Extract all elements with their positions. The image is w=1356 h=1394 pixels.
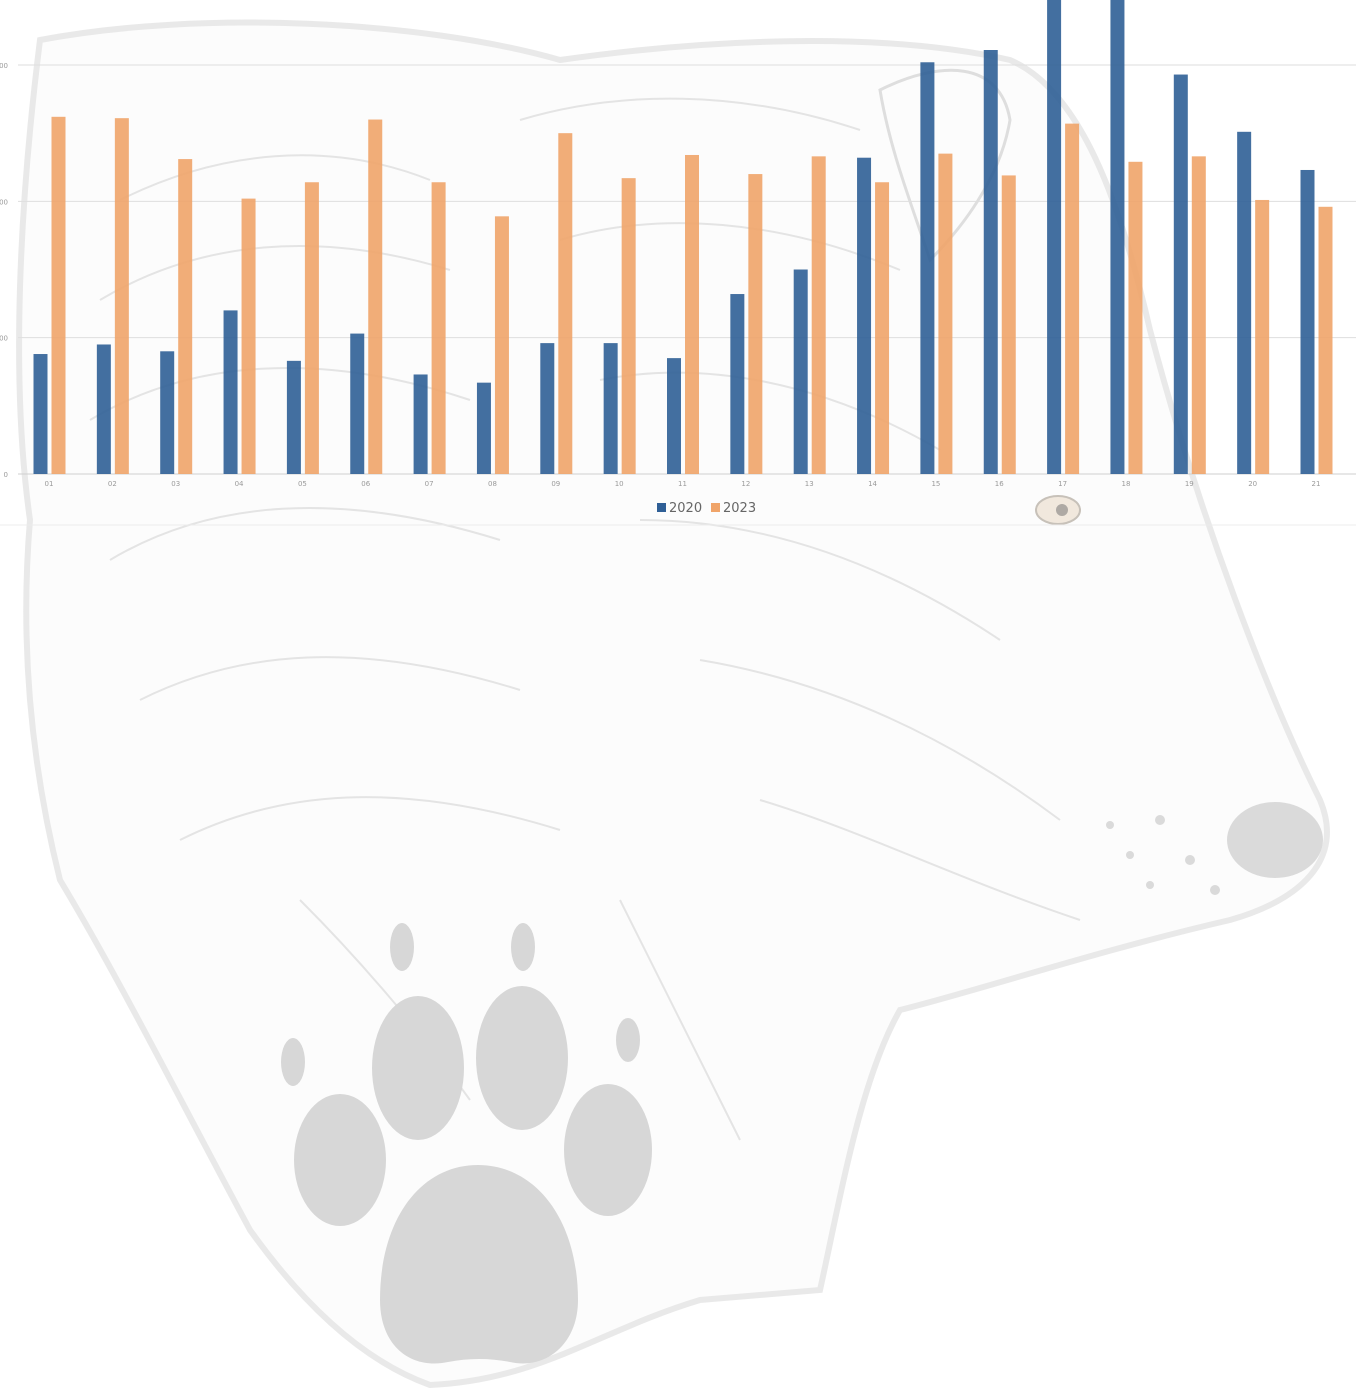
bar-2023-07 (431, 182, 446, 474)
x-tick-label: 19 (1185, 480, 1194, 488)
bar-2020-16 (983, 50, 998, 475)
x-tick-label: 13 (805, 480, 814, 488)
x-tick-label: 05 (298, 480, 307, 488)
bars (33, 0, 1333, 475)
bar-2023-19 (1191, 156, 1206, 475)
bar-2020-20 (1237, 131, 1252, 474)
bar-2023-01 (51, 116, 66, 474)
bar-2023-04 (241, 198, 256, 474)
bar-2023-02 (114, 118, 129, 475)
bar-2023-11 (685, 154, 699, 475)
y-tick-label: 0 (4, 471, 8, 479)
bar-2020-13 (793, 269, 808, 474)
bar-2020-18 (1110, 0, 1125, 474)
x-tick-label: 02 (108, 480, 117, 488)
bar-2023-05 (304, 182, 319, 474)
whisker-dots (1106, 815, 1220, 895)
x-tick-label: 17 (1058, 480, 1067, 488)
bar-2020-02 (96, 344, 111, 474)
legend-swatch-2020 (657, 503, 666, 512)
x-tick-labels: 01 02 03 04 05 06 07 08 09 10 11 12 13 14 15 16 17 18 19 20… (45, 480, 1321, 488)
bar-2023-09 (558, 133, 573, 474)
bar-2020-07 (413, 374, 428, 474)
bar-2020-14 (857, 157, 872, 474)
bar-2020-11 (667, 358, 681, 474)
bar-2020-10 (603, 343, 618, 474)
y-tick-labels: 0 100 200 300 (0, 62, 8, 479)
bar-2020-04 (223, 310, 238, 474)
bar-2020-05 (286, 360, 301, 474)
bar-2023-20 (1255, 199, 1270, 474)
bar-2020-12 (730, 294, 745, 474)
x-tick-label: 04 (235, 480, 244, 488)
x-tick-label: 12 (741, 480, 750, 488)
bar-2023-14 (875, 182, 890, 474)
bar-2023-13 (811, 156, 826, 475)
x-tick-label: 01 (45, 480, 54, 488)
grouped-bar-chart: 0 100 200 300 01 02 03 04 05 06 07 08 09 10 11 12 13 14 1… (0, 0, 1356, 526)
bar-2020-19 (1173, 74, 1188, 474)
bar-2023-18 (1128, 161, 1143, 474)
x-tick-label: 15 (931, 480, 940, 488)
bar-2023-21 (1318, 206, 1333, 474)
bar-2023-06 (368, 119, 383, 475)
legend: 2020 2023 (657, 501, 756, 516)
paw-print-icon (281, 923, 652, 1364)
bar-2020-08 (476, 382, 491, 474)
x-tick-label: 08 (488, 480, 497, 488)
x-tick-label: 20 (1248, 480, 1257, 488)
bar-2020-21 (1300, 169, 1315, 474)
x-tick-label: 07 (425, 480, 434, 488)
wolf-head-outline (16, 19, 1330, 1389)
y-tick-label: 100 (0, 335, 8, 343)
bar-2020-01 (33, 354, 48, 474)
x-tick-label: 21 (1312, 480, 1321, 488)
x-tick-label: 16 (995, 480, 1004, 488)
bar-2023-10 (621, 178, 636, 474)
x-tick-label: 09 (551, 480, 560, 488)
fur-strokes (89, 97, 1081, 1141)
legend-swatch-2023 (711, 503, 720, 512)
legend-label-2023: 2023 (723, 501, 756, 516)
y-tick-label: 200 (0, 198, 8, 206)
bar-2023-03 (178, 159, 193, 474)
bar-2020-06 (350, 333, 365, 474)
bar-2020-03 (160, 351, 175, 474)
bar-2023-17 (1065, 123, 1080, 474)
x-tick-label: 06 (361, 480, 370, 488)
x-tick-label: 10 (615, 480, 624, 488)
bar-2020-17 (1047, 0, 1062, 474)
y-tick-label: 300 (0, 62, 8, 70)
x-tick-label: 14 (868, 480, 877, 488)
bar-2023-08 (494, 216, 509, 474)
x-tick-label: 03 (171, 480, 180, 488)
bar-2023-16 (1001, 175, 1016, 474)
bar-2020-15 (920, 62, 935, 474)
x-tick-label: 11 (678, 480, 687, 488)
x-tick-label: 18 (1121, 480, 1130, 488)
legend-label-2020: 2020 (669, 501, 702, 516)
bar-2023-12 (748, 174, 763, 475)
bar-2020-09 (540, 343, 555, 474)
wolf-nose-icon (1227, 802, 1323, 878)
bar-2023-15 (938, 153, 953, 474)
